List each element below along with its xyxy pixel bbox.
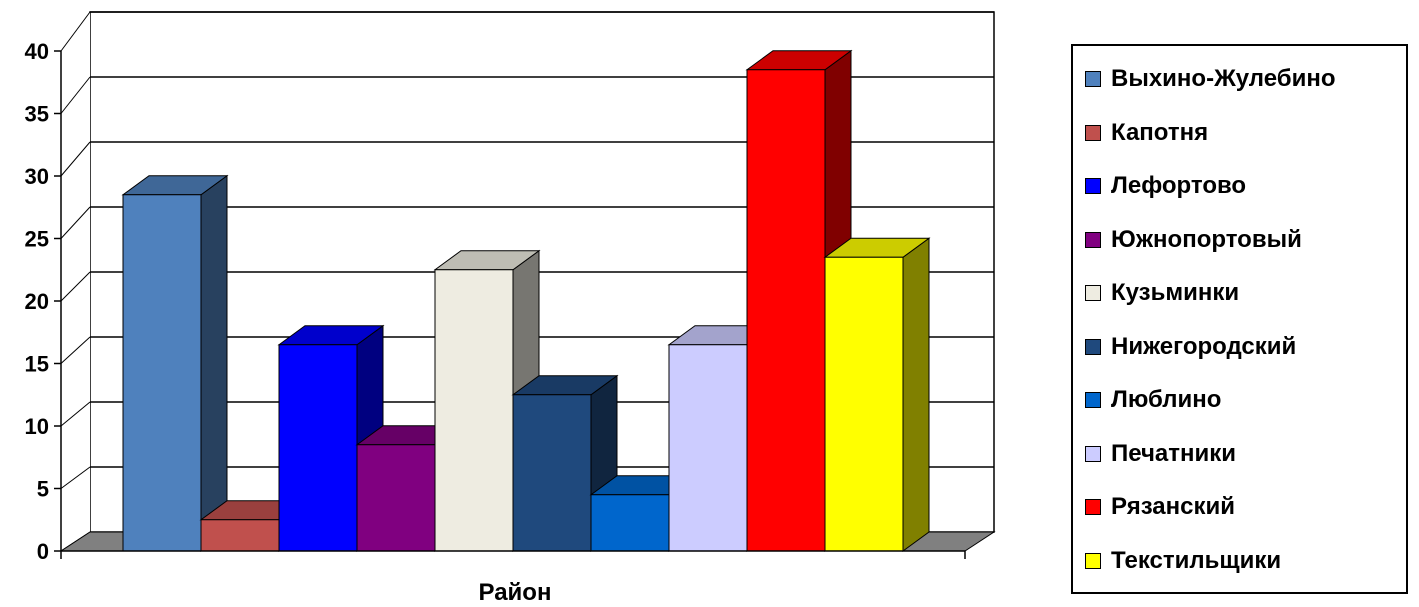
gridline-diagonal — [60, 206, 91, 239]
bar-front — [356, 444, 436, 552]
legend-label: Выхино-Жулебино — [1111, 65, 1336, 92]
gridline-diagonal — [60, 271, 91, 302]
legend-item: Текстильщики — [1085, 546, 1281, 576]
legend-swatch — [1085, 231, 1101, 248]
gridline-diagonal — [60, 141, 91, 177]
legend: Выхино-Жулебино Капотня Лефортово Южнопорто… — [1071, 44, 1408, 594]
bar-side — [902, 237, 930, 552]
y-axis: 0 5 10 15 20 25 30 35 40 — [25, 39, 966, 564]
bar-front — [512, 394, 592, 552]
legend-swatch — [1085, 552, 1101, 569]
y-tick-label: 25 — [25, 227, 49, 252]
legend-swatch — [1085, 124, 1101, 141]
legend-item: Кузьминки — [1085, 278, 1239, 308]
bar-front — [668, 344, 748, 552]
y-tick-label: 15 — [25, 352, 49, 377]
legend-label: Рязанский — [1111, 493, 1236, 520]
legend-swatch — [1085, 499, 1101, 515]
legend-item: Южнопортовый — [1085, 225, 1302, 255]
legend-label: Лефортово — [1111, 172, 1247, 199]
legend-item: Выхино-Жулебино — [1085, 64, 1336, 94]
bar — [823, 237, 931, 552]
bar-side — [200, 174, 228, 552]
legend-item: Печатники — [1085, 439, 1236, 469]
legend-label: Текстильщики — [1111, 546, 1282, 574]
legend-swatch — [1085, 178, 1101, 194]
gridline-diagonal — [60, 336, 91, 364]
gridline-diagonal — [60, 401, 91, 427]
bar-front — [590, 494, 670, 552]
legend-swatch — [1085, 392, 1101, 408]
y-tick-label: 10 — [25, 414, 49, 439]
legend-label: Капотня — [1111, 118, 1209, 146]
bar-front — [200, 519, 280, 552]
y-tick-label: 35 — [25, 102, 49, 127]
y-tick-label: 30 — [25, 164, 49, 189]
legend-label: Люблино — [1111, 386, 1222, 413]
legend-swatch — [1085, 445, 1101, 462]
legend-label: Печатники — [1111, 439, 1237, 467]
bar-front — [278, 344, 358, 552]
gridline-diagonal — [60, 76, 91, 114]
bar-front — [824, 256, 904, 552]
legend-swatch — [1085, 338, 1101, 355]
side-wall — [61, 12, 90, 551]
legend-item: Рязанский — [1085, 492, 1235, 522]
y-tick-label: 20 — [25, 289, 49, 314]
legend-swatch — [1085, 71, 1101, 87]
legend-swatch — [1085, 285, 1101, 301]
legend-label: Южнопортовый — [1111, 225, 1302, 253]
legend-item: Люблино — [1085, 385, 1221, 415]
bar-front — [746, 69, 826, 552]
legend-label: Нижегородский — [1111, 332, 1297, 360]
legend-item: Нижегородский — [1085, 332, 1296, 362]
gridline-diagonal — [60, 466, 91, 489]
chart: 0 5 10 15 20 25 30 35 40 Район — [25, 11, 996, 606]
y-tick-label: 40 — [25, 39, 49, 64]
legend-item: Лефортово — [1085, 171, 1246, 201]
bars — [121, 49, 931, 552]
bar-front — [122, 194, 202, 552]
bar — [121, 174, 229, 552]
gridline-diagonal — [60, 11, 91, 52]
legend-label: Кузьминки — [1111, 279, 1240, 306]
legend-item: Капотня — [1085, 118, 1208, 148]
y-tick-label: 0 — [37, 539, 49, 564]
bar-front — [434, 269, 514, 552]
x-axis-title: Район — [479, 579, 552, 606]
y-tick-label: 5 — [37, 477, 49, 502]
